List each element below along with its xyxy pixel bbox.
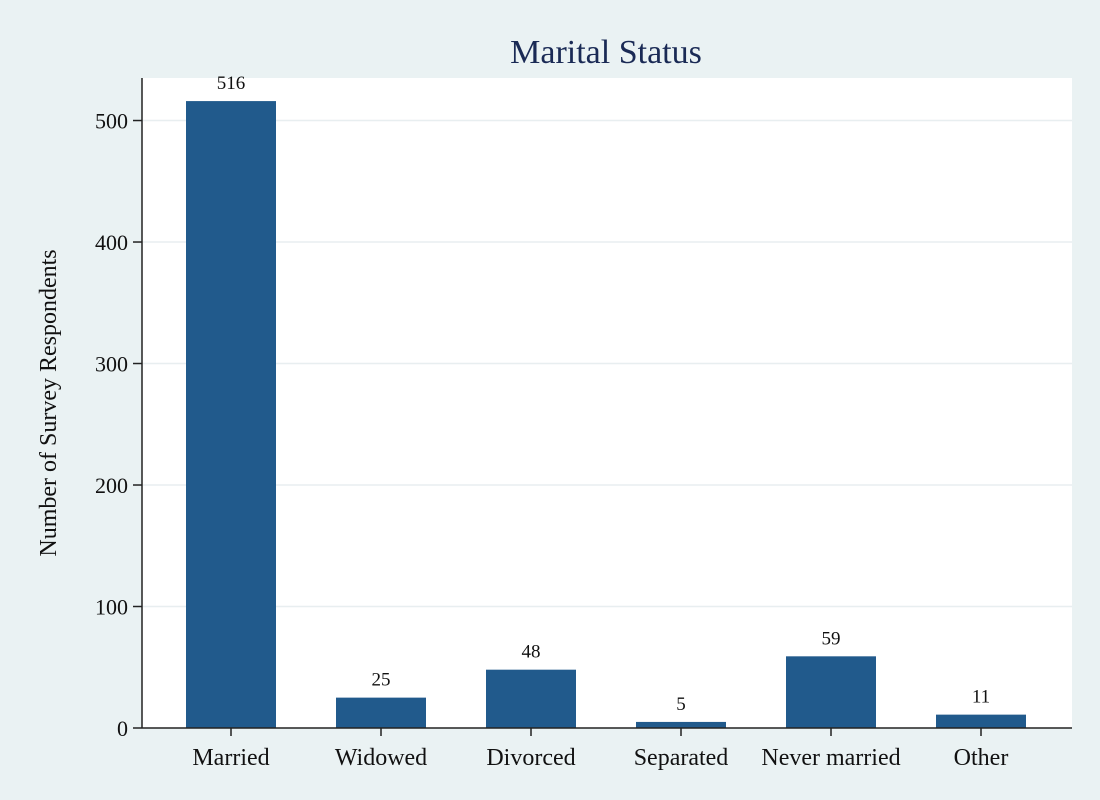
x-tick-label: Divorced [486,745,575,771]
y-axis-label: Number of Survey Respondents [36,249,62,556]
data-label: 48 [522,642,541,663]
data-label: 5 [676,694,686,715]
x-tick-label: Married [192,745,269,771]
bar-married [186,101,276,729]
plot-area [142,78,1072,728]
data-label: 25 [372,670,391,691]
bar-separated [636,721,726,728]
x-tick-label: Other [954,745,1009,771]
y-tick-label: 300 [95,352,128,377]
gridlines [142,119,1072,608]
data-label: 11 [972,687,990,708]
axes: 0 100 200 300 400 500 Married Widowed Divorced Se… [95,78,1072,771]
y-tick-label: 500 [95,109,128,134]
x-tick-label: Widowed [335,745,427,771]
bar-divorced [486,669,576,728]
y-tick-label: 100 [95,595,128,620]
y-tick-label: 400 [95,230,128,255]
bar-widowed [336,697,426,728]
data-label: 59 [822,628,841,649]
bars [186,101,1026,729]
y-tick-label: 0 [117,716,128,741]
x-tick-label: Never married [761,745,900,771]
data-labels: 516 25 48 5 59 11 [217,73,990,715]
bar-never-married [786,656,876,728]
data-label: 516 [217,73,246,94]
y-tick-label: 200 [95,473,128,498]
x-tick-label: Separated [634,745,729,771]
chart-title: Marital Status [510,34,702,71]
bar-other [936,714,1026,728]
